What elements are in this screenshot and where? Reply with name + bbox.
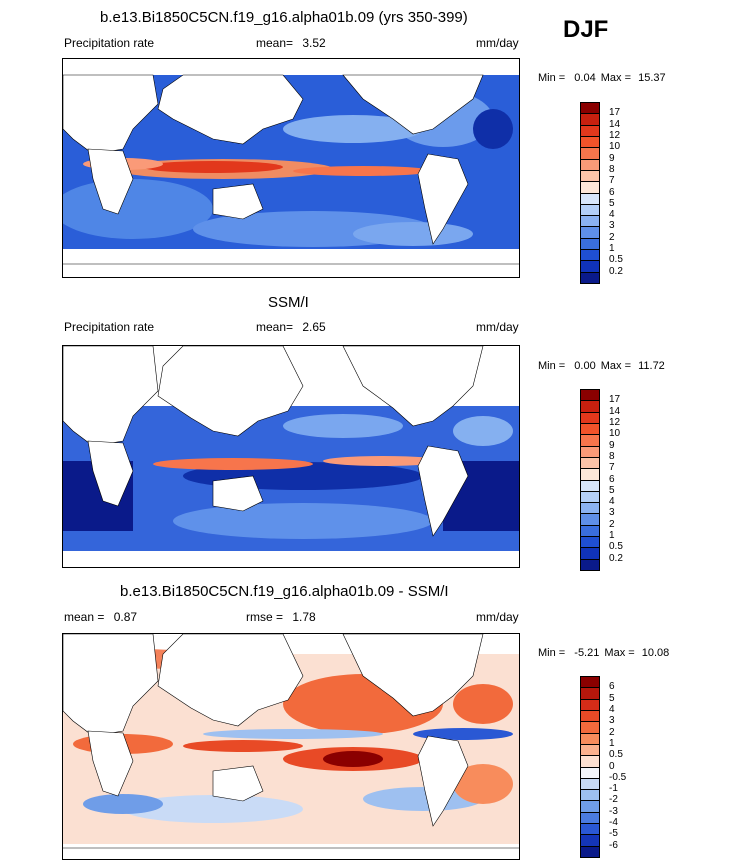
colorbar-label: 9 (609, 152, 615, 164)
panel-3-min-value: -5.21 (574, 647, 600, 659)
colorbar-label: 0.2 (609, 265, 623, 277)
colorbar-label: 1 (609, 243, 615, 255)
colorbar-label: 5 (609, 484, 615, 496)
panel-2-mean-value: 2.65 (302, 320, 326, 334)
colorbar-label: 0.2 (609, 552, 623, 564)
panel-1-max-label: Max = (600, 72, 632, 84)
colorbar-label: 12 (609, 129, 621, 141)
panel-1-mean-label: mean= (256, 36, 294, 50)
panel-3-rmse-label: rmse = (246, 610, 284, 624)
colorbar-label: 0.5 (609, 749, 623, 761)
panel-1-map (62, 58, 520, 278)
panel-3-rmse: rmse = 1.78 (246, 610, 316, 624)
colorbar-label: 10 (609, 428, 621, 440)
panel-2-minmax: Min = 0.00 Max = 11.72 (538, 360, 665, 372)
panel-1-max-value: 15.37 (638, 72, 666, 84)
colorbar-label: 6 (609, 681, 615, 693)
colorbar-label: 4 (609, 209, 615, 221)
panel-2-max-label: Max = (600, 360, 632, 372)
colorbar-label: 6 (609, 473, 615, 485)
colorbar-label: 1 (609, 530, 615, 542)
colorbar-label: -2 (609, 794, 618, 806)
panel-2-min-label: Min = (538, 360, 566, 372)
panel-3-max-value: 10.08 (641, 647, 670, 659)
colorbar-label: 5 (609, 692, 615, 704)
colorbar-label: -4 (609, 817, 618, 829)
colorbar-label: 8 (609, 163, 615, 175)
colorbar-label: 5 (609, 197, 615, 209)
colorbar-label: 0.5 (609, 254, 623, 266)
colorbar-label: 8 (609, 450, 615, 462)
colorbar-label: -5 (609, 828, 618, 840)
colorbar-icon: 17 14 12 10 9 8 7 6 5 4 3 2 1 0.5 0.2 (580, 389, 623, 571)
colorbar-icon: 17 14 12 10 9 8 7 6 5 4 3 2 1 0.5 0.2 (580, 102, 623, 284)
colorbar-label: 4 (609, 496, 615, 508)
panel-2-left-label: Precipitation rate (64, 320, 155, 334)
panel-1-mean-value: 3.52 (302, 36, 326, 50)
panel-3-minmax: Min = -5.21 Max = 10.08 (538, 647, 669, 659)
colorbar-label: 2 (609, 231, 615, 243)
season-label: DJF (563, 16, 609, 43)
panel-2-min-value: 0.00 (574, 360, 596, 372)
colorbar-label: 3 (609, 715, 615, 727)
panel-3-max-label: Max = (604, 647, 635, 659)
colorbar-label: -0.5 (609, 771, 627, 783)
colorbar-label: 3 (609, 507, 615, 519)
colorbar-cell (580, 845, 600, 858)
panel-2-units: mm/day (476, 320, 519, 334)
panel-3-mean: mean = 0.87 (64, 610, 137, 624)
colorbar-label: 17 (609, 394, 621, 406)
colorbar-label: 0.5 (609, 541, 623, 553)
colorbar-label: 7 (609, 462, 615, 474)
world-map-icon (63, 59, 519, 277)
panel-3-map (62, 633, 520, 860)
panel-1-units: mm/day (476, 36, 519, 50)
panel-3-title: b.e13.Bi1850C5CN.f19_g16.alpha01b.09 - S… (120, 583, 449, 600)
panel-2-map (62, 345, 520, 568)
colorbar-label: 6 (609, 186, 615, 198)
panel-3-rmse-value: 1.78 (292, 610, 316, 624)
colorbar-label: 14 (609, 405, 621, 417)
panel-1-minmax: Min = 0.04 Max = 15.37 (538, 72, 666, 84)
colorbar-label: -6 (609, 839, 618, 851)
colorbar-cell (580, 558, 600, 571)
world-map-icon (63, 346, 519, 567)
colorbar-label: -3 (609, 805, 618, 817)
panel-2-mean: mean= 2.65 (256, 320, 326, 334)
colorbar-label: -1 (609, 783, 618, 795)
panel-1-mean: mean= 3.52 (256, 36, 326, 50)
panel-3-min-label: Min = (538, 647, 566, 659)
colorbar-cell (580, 271, 600, 284)
panel-2-title: SSM/I (268, 294, 309, 311)
colorbar-label: 2 (609, 518, 615, 530)
panel-2-mean-label: mean= (256, 320, 294, 334)
colorbar-label: 7 (609, 175, 615, 187)
colorbar-label: 17 (609, 107, 621, 119)
colorbar-label: 0 (609, 760, 615, 772)
colorbar-label: 9 (609, 439, 615, 451)
world-map-icon (63, 634, 519, 859)
panel-2-max-value: 11.72 (638, 360, 665, 372)
colorbar-label: 3 (609, 220, 615, 232)
colorbar-label: 1 (609, 737, 615, 749)
panel-3-mean-label: mean = (64, 610, 105, 624)
colorbar-label: 14 (609, 118, 621, 130)
colorbar-label: 2 (609, 726, 615, 738)
panel-3-units: mm/day (476, 610, 519, 624)
panel-1-title: b.e13.Bi1850C5CN.f19_g16.alpha01b.09 (yr… (100, 9, 468, 26)
colorbar-label: 12 (609, 416, 621, 428)
panel-3-mean-value: 0.87 (113, 610, 138, 624)
colorbar-icon: 6 5 4 3 2 1 0.5 0 -0.5 -1 -2 -3 -4 -5 -6 (580, 676, 626, 858)
colorbar-label: 4 (609, 703, 615, 715)
panel-1-min-value: 0.04 (574, 72, 596, 84)
panel-1-left-label: Precipitation rate (64, 36, 155, 50)
colorbar-label: 10 (609, 141, 621, 153)
panel-1-min-label: Min = (538, 72, 566, 84)
